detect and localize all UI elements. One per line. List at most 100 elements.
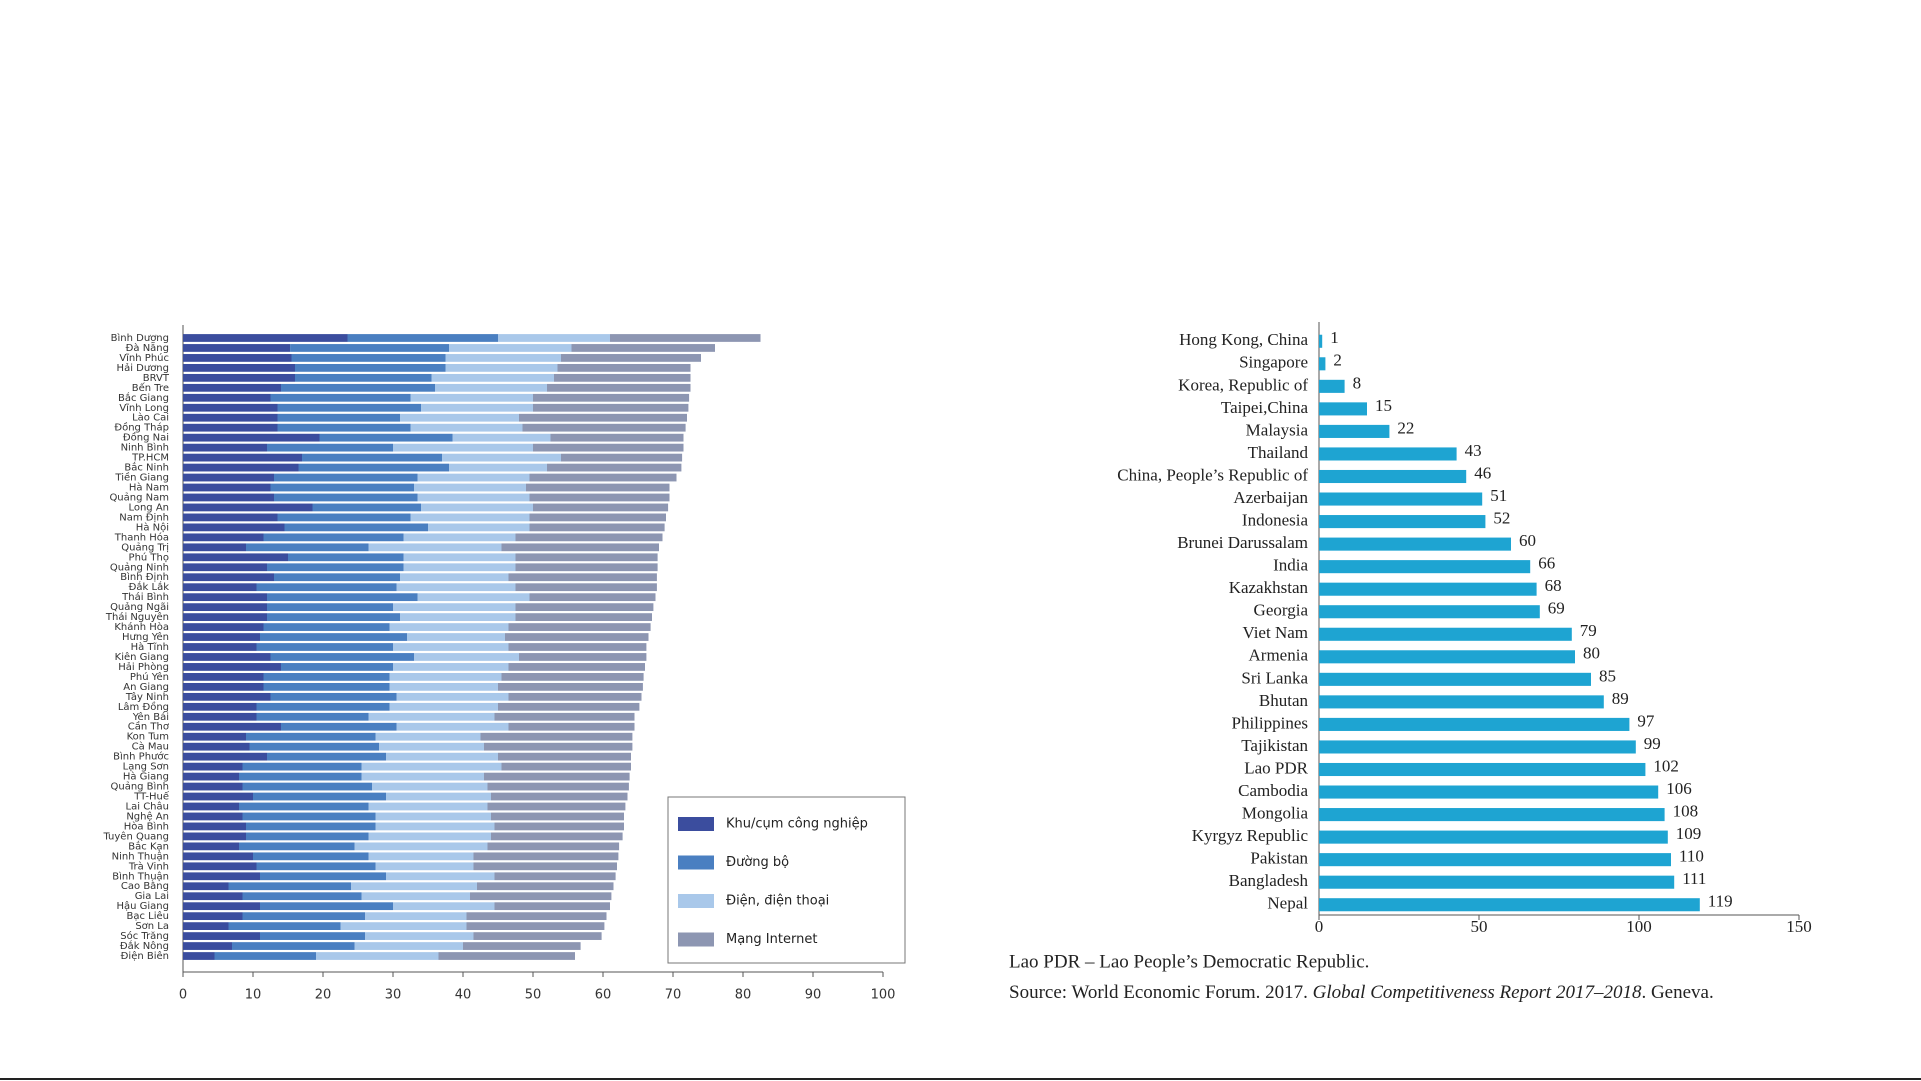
x-tick-label: 50 (1471, 917, 1488, 936)
y-tick-label: Thailand (1248, 443, 1309, 462)
bar-segment (239, 772, 362, 781)
bar-segment (214, 952, 316, 960)
bar-segment (561, 453, 683, 462)
bar-segment (519, 653, 647, 661)
y-tick-label: Gia Lai (135, 891, 169, 902)
bar-segment (368, 852, 474, 861)
bar-segment (529, 493, 670, 502)
bar-segment (522, 423, 686, 432)
bar (1319, 627, 1572, 641)
bar-segment (484, 772, 630, 781)
data-label: 109 (1676, 824, 1702, 843)
bar-segment (508, 643, 647, 651)
bar-segment (183, 792, 253, 801)
data-label: 108 (1673, 801, 1699, 820)
bar-segment (403, 533, 516, 542)
bar-segment (396, 583, 516, 592)
bar-segment (365, 912, 467, 921)
bar-segment (263, 533, 404, 542)
bar-segment (466, 922, 605, 930)
bar-segment (290, 344, 449, 352)
bar-segment (183, 832, 246, 841)
data-label: 68 (1545, 576, 1562, 595)
bar-segment (477, 882, 614, 891)
bar (1319, 515, 1486, 529)
y-tick-label: Hà Nội (136, 521, 169, 533)
data-label: 51 (1490, 486, 1507, 505)
bar-segment (498, 334, 610, 342)
bar-segment (515, 533, 663, 542)
source-title: Global Competitiveness Report 2017–2018 (1313, 982, 1642, 1003)
bar-segment (246, 832, 369, 841)
bar-segment (407, 633, 505, 641)
y-tick-label: Hòa Bình (124, 820, 169, 832)
bar-segment (368, 712, 495, 721)
bar-segment (393, 603, 516, 612)
bar-segment (533, 503, 669, 512)
y-tick-label: Vĩnh Long (119, 403, 169, 414)
x-tick-label: 90 (805, 988, 822, 1003)
bar-segment (270, 393, 411, 402)
y-tick-label: Bangladesh (1229, 871, 1309, 890)
bar-segment (253, 792, 386, 801)
bar-segment (302, 453, 442, 462)
bar-segment (183, 383, 281, 392)
y-tick-label: Bhutan (1259, 691, 1309, 710)
bar-segment (183, 673, 264, 681)
bar-segment (277, 513, 411, 522)
y-tick-label: Hưng Yên (122, 631, 169, 643)
bar-segment (508, 663, 645, 671)
bar-segment (501, 762, 631, 771)
bar-segment (183, 852, 253, 861)
bar-segment (267, 603, 393, 612)
bar-segment (533, 443, 684, 452)
x-tick-label: 0 (179, 988, 187, 1003)
bar-segment (183, 902, 260, 911)
y-tick-label: Bình Dương (111, 332, 169, 344)
y-tick-label: Bình Định (120, 571, 169, 583)
bar-segment (396, 722, 509, 731)
y-tick-label: Bình Thuận (112, 870, 169, 882)
y-tick-label: An Giang (123, 682, 169, 693)
y-tick-label: Ninh Thuận (112, 850, 169, 862)
y-tick-label: China, People’s Republic of (1117, 465, 1308, 484)
bar-segment (183, 932, 260, 940)
y-tick-label: Lào Cai (132, 412, 169, 424)
y-tick-label: Cao Bằng (121, 879, 169, 892)
x-tick-label: 70 (665, 988, 682, 1003)
y-tick-label: Cambodia (1238, 781, 1308, 800)
bar-segment (550, 433, 684, 442)
bar-segment (183, 453, 302, 462)
bar-segment (260, 633, 407, 641)
y-tick-label: Sóc Trăng (120, 930, 169, 942)
bar-segment (533, 403, 689, 412)
bar-segment (183, 653, 271, 661)
bar-segment (368, 543, 502, 552)
x-tick-label: 60 (595, 988, 612, 1003)
y-tick-label: Nam Định (119, 512, 169, 523)
bar-segment (183, 543, 246, 552)
bar-segment (561, 354, 701, 362)
y-tick-label: Indonesia (1242, 510, 1309, 529)
bar-segment (246, 822, 376, 831)
bar-segment (256, 583, 397, 592)
y-tick-label: Quảng Nam (109, 491, 169, 503)
bar-segment (284, 523, 428, 532)
y-tick-label: Cần Thơ (128, 721, 170, 733)
bar-segment (340, 922, 467, 930)
y-tick-label: Đắk Lắk (129, 580, 170, 593)
bar-segment (431, 373, 554, 382)
bar-segment (183, 483, 271, 492)
y-tick-label: Hải Dương (117, 362, 169, 374)
bar-segment (410, 393, 533, 402)
bar-segment (557, 364, 691, 372)
legend-swatch (678, 932, 714, 947)
bar-segment (242, 782, 372, 791)
bar-segment (281, 663, 393, 671)
bar-segment (393, 663, 509, 671)
y-tick-label: Kazakhstan (1229, 578, 1309, 597)
bar-segment (246, 543, 369, 552)
bar (1319, 379, 1345, 393)
bar-segment (351, 882, 477, 891)
legend-label: Điện, điện thoại (726, 894, 829, 909)
